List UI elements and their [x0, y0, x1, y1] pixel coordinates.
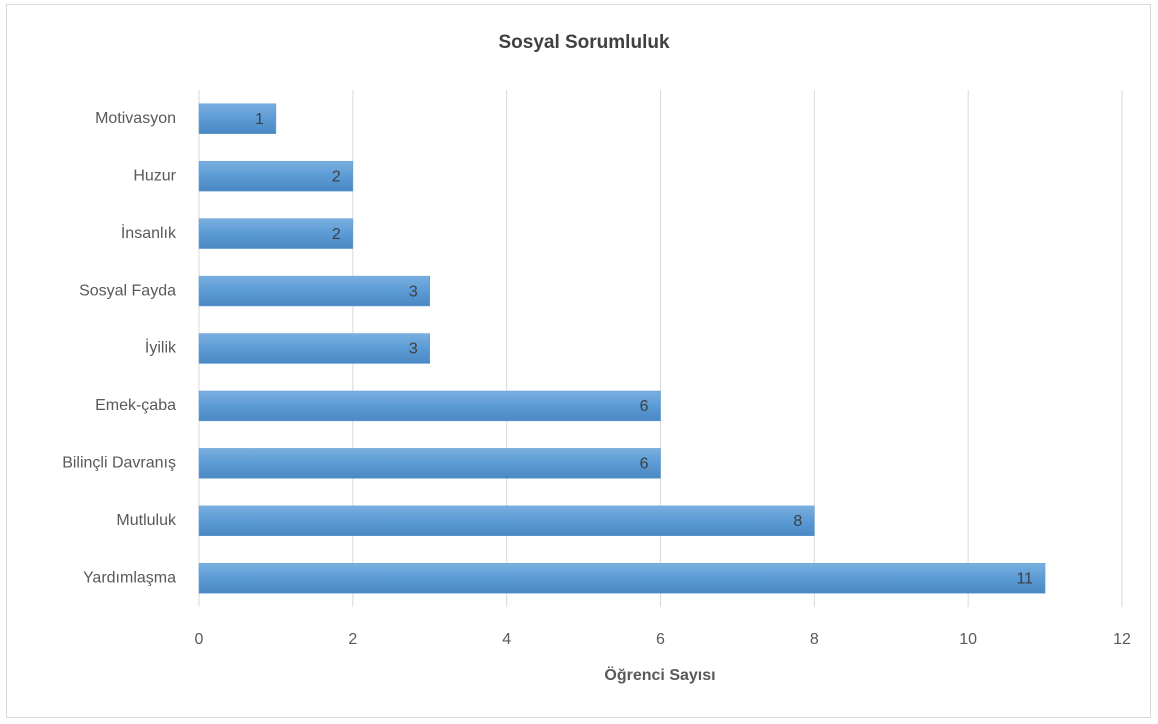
- y-tick-label: İyilik: [145, 338, 177, 357]
- bar: [198, 563, 1046, 594]
- x-axis-label: Öğrenci Sayısı: [604, 665, 715, 684]
- bar: [198, 333, 430, 364]
- bar: [198, 275, 430, 307]
- y-tick-label: İnsanlık: [121, 223, 177, 242]
- data-label: 2: [332, 226, 341, 243]
- data-label: 3: [409, 283, 418, 300]
- x-tick-label: 6: [656, 631, 665, 648]
- bar: [198, 505, 815, 537]
- data-label: 2: [332, 168, 341, 185]
- x-tick-label: 4: [502, 631, 511, 648]
- data-label: 8: [793, 513, 802, 530]
- y-tick-label: Bilinçli Davranış: [62, 455, 176, 472]
- data-label: 6: [640, 398, 649, 415]
- x-tick-label: 0: [195, 631, 204, 648]
- data-label: 6: [640, 456, 649, 473]
- x-tick-label: 2: [348, 631, 357, 648]
- x-tick-label: 10: [959, 631, 977, 648]
- y-tick-label: Mutluluk: [116, 512, 177, 529]
- data-label: 1: [255, 111, 264, 128]
- data-label: 11: [1016, 570, 1033, 587]
- bar: [198, 160, 354, 192]
- x-tick-label: 12: [1113, 631, 1131, 648]
- bar: [198, 103, 277, 134]
- bar: [198, 218, 354, 249]
- data-label: 3: [409, 341, 418, 358]
- y-tick-label: Huzur: [133, 167, 176, 184]
- y-tick-label: Motivasyon: [95, 110, 176, 127]
- chart-title: Sosyal Sorumluluk: [498, 32, 669, 53]
- y-tick-label: Yardımlaşma: [83, 569, 176, 586]
- y-tick-label: Emek-çaba: [95, 397, 176, 414]
- chart-frame: [6, 4, 1151, 718]
- bar: [198, 448, 661, 479]
- bar: [198, 390, 661, 422]
- y-tick-label: Sosyal Fayda: [79, 282, 176, 299]
- x-tick-label: 8: [810, 631, 819, 648]
